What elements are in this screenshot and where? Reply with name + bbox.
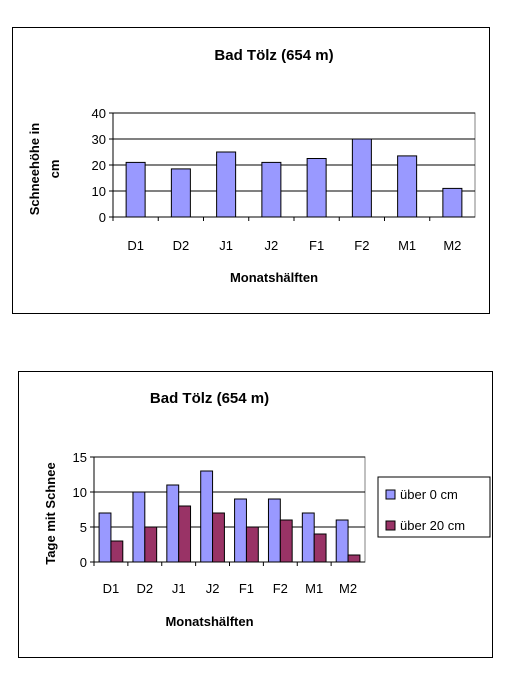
x-tick-label: D1 xyxy=(103,581,120,596)
bar-j2-series-2 xyxy=(212,512,225,563)
x-axis-title: Monatshälften xyxy=(230,270,318,285)
bar-j2-series-1 xyxy=(200,470,214,563)
bar-f1-series-2 xyxy=(245,526,259,563)
bar-j1-series-1 xyxy=(166,484,180,563)
y-axis-title: cm xyxy=(47,160,62,179)
x-tick-label: F2 xyxy=(273,581,288,596)
x-tick-label: F1 xyxy=(309,238,324,253)
x-axis-title: Monatshälften xyxy=(165,614,253,629)
y-tick-label: 5 xyxy=(80,520,87,535)
bar-d2-series-1 xyxy=(170,168,191,218)
y-tick-label: 10 xyxy=(92,184,106,199)
bar-d1-series-2 xyxy=(110,540,124,563)
x-tick-label: J1 xyxy=(172,581,186,596)
bar-f2-series-1 xyxy=(351,138,372,218)
y-tick-label: 30 xyxy=(92,132,106,147)
bar-d1-series-1 xyxy=(125,161,146,218)
bar-m1-series-1 xyxy=(301,512,315,563)
y-tick-label: 0 xyxy=(80,555,87,570)
x-tick-label: D2 xyxy=(137,581,154,596)
bar-m1-series-1 xyxy=(397,155,418,218)
bar-f1-series-1 xyxy=(306,158,327,218)
chart-title: Bad Tölz (654 m) xyxy=(150,390,269,407)
chart-title: Bad Tölz (654 m) xyxy=(214,47,333,64)
y-tick-label: 0 xyxy=(99,210,106,225)
x-tick-label: M2 xyxy=(443,238,461,253)
x-tick-label: J2 xyxy=(265,238,279,253)
chart-panel-snow-depth: Bad Tölz (654 m) 0 10 20 30 40 D1 D2 J1 J2 F1 F2 M1 M… xyxy=(12,27,490,314)
x-tick-label: J2 xyxy=(206,581,220,596)
bar-f2-series-1 xyxy=(267,498,281,563)
x-tick-label: F1 xyxy=(239,581,254,596)
y-axis-title: Tage mit Schnee xyxy=(43,462,58,564)
bar-j1-series-2 xyxy=(178,505,192,563)
y-tick-label: 20 xyxy=(92,158,106,173)
x-tick-label: M2 xyxy=(339,581,357,596)
bar-j2-series-1 xyxy=(261,161,282,218)
chart-panel-snow-days: Bad Tölz (654 m) 0 5 10 15 D1 D2 J1 J2 F1 F2 M1 M2 Mo… xyxy=(18,371,493,658)
bar-m2-series-1 xyxy=(442,187,463,218)
legend-box xyxy=(377,476,491,538)
y-tick-label: 15 xyxy=(73,450,87,465)
legend-swatch-series-1 xyxy=(385,489,396,500)
bar-m1-series-2 xyxy=(313,533,327,563)
chart-snow-depth: Bad Tölz (654 m) 0 10 20 30 40 D1 D2 J1 J2 F1 F2 M1 M… xyxy=(27,47,476,285)
legend-label-series-2: über 20 cm xyxy=(400,518,465,533)
y-tick-label: 40 xyxy=(92,106,106,121)
y-axis-title: Schneehöhe in xyxy=(27,123,42,216)
legend-label-series-1: über 0 cm xyxy=(400,487,458,502)
x-tick-label: D2 xyxy=(173,238,190,253)
y-tick-label: 10 xyxy=(73,485,87,500)
x-tick-label: D1 xyxy=(127,238,144,253)
bar-d1-series-1 xyxy=(98,512,112,563)
bar-m2-series-2 xyxy=(347,554,361,563)
bar-f1-series-1 xyxy=(234,498,247,563)
chart-snow-days: Bad Tölz (654 m) 0 5 10 15 D1 D2 J1 J2 F1 F2 M1 M2 Mo… xyxy=(43,390,491,629)
bar-d2-series-2 xyxy=(144,526,158,563)
legend-swatch-series-2 xyxy=(385,520,396,531)
bar-j1-series-1 xyxy=(216,151,237,218)
bar-m2-series-1 xyxy=(335,519,349,563)
x-tick-label: F2 xyxy=(354,238,369,253)
x-tick-label: J1 xyxy=(219,238,233,253)
bar-f2-series-2 xyxy=(279,519,293,563)
bar-d2-series-1 xyxy=(132,491,146,563)
x-tick-label: M1 xyxy=(398,238,416,253)
x-tick-label: M1 xyxy=(305,581,323,596)
